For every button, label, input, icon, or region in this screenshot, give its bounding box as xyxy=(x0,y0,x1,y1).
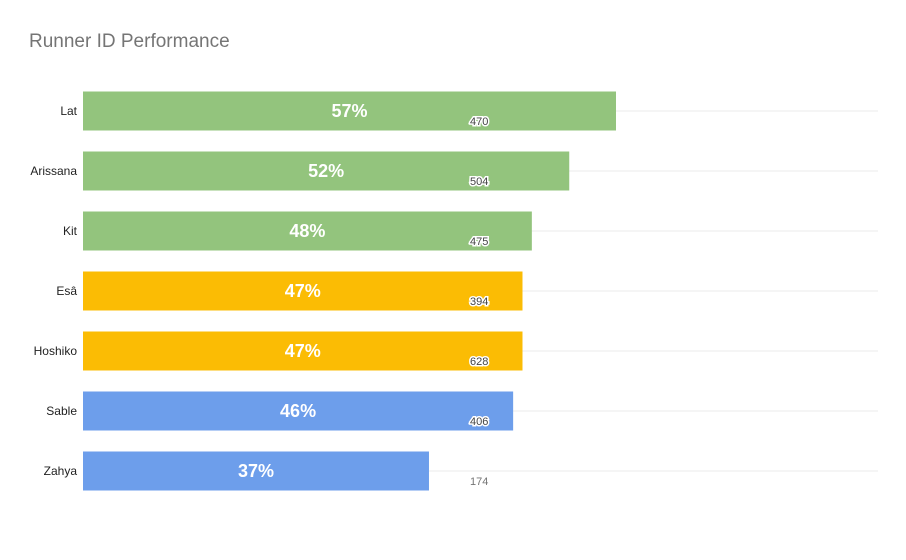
bar xyxy=(83,151,570,191)
bar xyxy=(83,391,514,431)
category-label: Lat xyxy=(60,104,77,118)
category-label: Sable xyxy=(46,404,77,418)
chart-title: Runner ID Performance xyxy=(29,31,230,52)
bar-value-label: 48% xyxy=(289,221,325,241)
count-label: 406 xyxy=(470,416,488,428)
count-label: 504 xyxy=(470,176,488,188)
count-label: 628 xyxy=(470,356,488,368)
bar xyxy=(83,211,532,251)
bar-value-label: 46% xyxy=(280,401,316,421)
bars: Lat 57% 470 Arissana 52% 504 Kit 48% 475 Esâ 47% 39… xyxy=(30,91,616,491)
category-label: Kit xyxy=(63,224,78,238)
category-label: Arissana xyxy=(30,164,77,178)
count-label: 394 xyxy=(470,296,488,308)
bar-value-label: 37% xyxy=(238,461,274,481)
bar-value-label: 57% xyxy=(331,101,367,121)
bar xyxy=(83,91,616,131)
bar xyxy=(83,451,429,491)
category-label: Zahya xyxy=(44,464,78,478)
bar-value-label: 52% xyxy=(308,161,344,181)
bar-value-label: 47% xyxy=(285,281,321,301)
category-label: Hoshiko xyxy=(34,344,78,358)
count-label: 174 xyxy=(470,476,488,488)
bar xyxy=(83,331,523,371)
bar-value-label: 47% xyxy=(285,341,321,361)
count-label: 475 xyxy=(470,236,488,248)
count-label: 470 xyxy=(470,116,488,128)
category-label: Esâ xyxy=(56,284,77,298)
bar xyxy=(83,271,523,311)
